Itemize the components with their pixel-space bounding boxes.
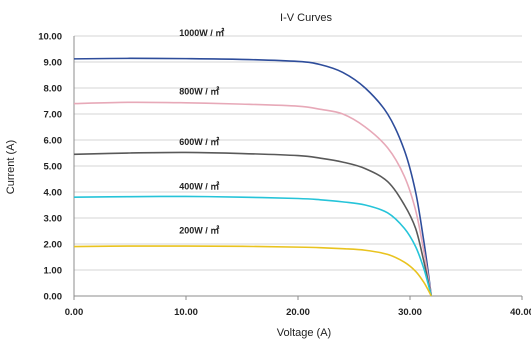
- series-line-2: [73, 101, 433, 297]
- series-line-1: [73, 57, 433, 297]
- y-tick-label: 10.00: [38, 32, 62, 43]
- y-tick-label: 3.00: [44, 214, 63, 225]
- chart-title: I-V Curves: [280, 12, 332, 24]
- x-tick-label: 20.00: [286, 307, 310, 318]
- grid-layer: [74, 35, 522, 297]
- y-tick-label: 1.00: [44, 266, 63, 277]
- x-tick-label: 0.00: [65, 307, 84, 318]
- x-tick-label: 40.00: [510, 307, 531, 318]
- x-axis-title: Voltage (A): [277, 327, 331, 339]
- y-tick-label: 4.00: [44, 188, 63, 199]
- series-layer: [73, 57, 433, 297]
- axis-layer: 0.00 1.00 2.00 3.00 4.00 5.00 6.00 7.00 8.00 9.00…: [38, 32, 531, 319]
- y-axis-title: Current (A): [5, 140, 17, 194]
- x-tick-label: 30.00: [398, 307, 422, 318]
- y-tick-label: 8.00: [44, 84, 63, 95]
- series-line-3: [73, 151, 433, 297]
- y-tick-label: 2.00: [44, 240, 63, 251]
- irradiance-label: 200W / ㎡: [179, 225, 219, 236]
- x-tick-label: 10.00: [174, 307, 198, 318]
- irradiance-label: 400W / ㎡: [179, 180, 219, 191]
- irradiance-label: 800W / ㎡: [179, 86, 219, 97]
- irradiance-label: 1000W / ㎡: [179, 27, 224, 38]
- series-line-5: [73, 245, 432, 297]
- y-tick-label: 7.00: [44, 110, 63, 121]
- irradiance-label: 600W / ㎡: [179, 136, 219, 147]
- y-tick-label: 5.00: [44, 162, 63, 173]
- y-tick-label: 0.00: [44, 292, 63, 303]
- y-tick-label: 9.00: [44, 58, 63, 69]
- y-tick-label: 6.00: [44, 136, 63, 147]
- series-line-4: [73, 195, 433, 297]
- annotation-layer: 1000W / ㎡ 800W / ㎡ 600W / ㎡ 400W / ㎡ 200W / …: [179, 27, 224, 236]
